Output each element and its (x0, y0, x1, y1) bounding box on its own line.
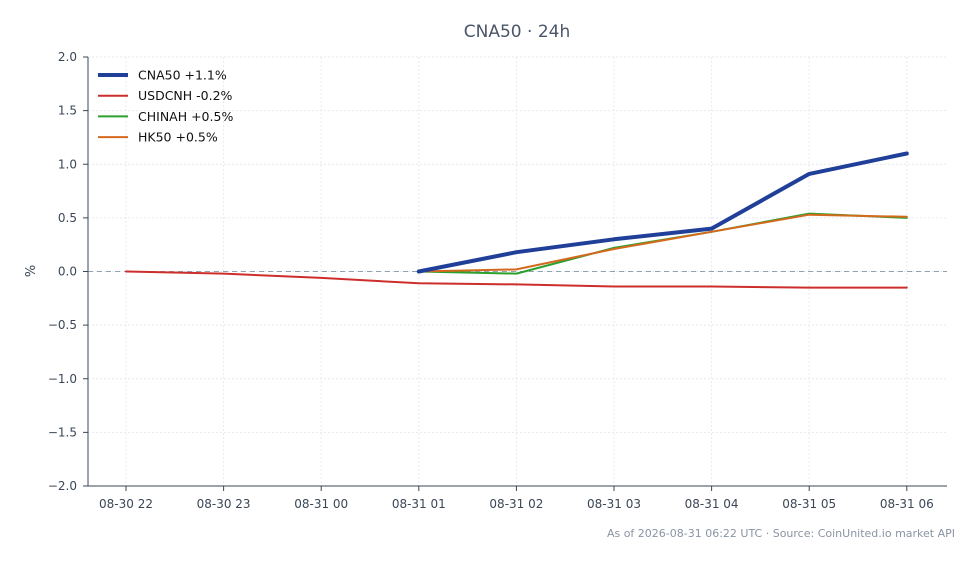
legend-label: CHINAH +0.5% (138, 109, 233, 124)
y-ticks: 2.0 1.5 1.0 0.5 0.0 −0.5 −1.0 −1.5 −2.0 (48, 50, 88, 493)
y-tick-label: 2.0 (58, 50, 77, 64)
legend-label: USDCNH -0.2% (138, 88, 233, 103)
series-line-usdcnh (125, 270, 908, 289)
x-tick-label: 08-31 00 (294, 497, 348, 511)
x-tick-label: 08-31 03 (587, 497, 641, 511)
x-tick-label: 08-31 02 (489, 497, 543, 511)
series-line-chinah (417, 212, 908, 275)
y-tick-label: −1.0 (48, 372, 77, 386)
y-tick-label: 1.5 (58, 104, 77, 118)
chart-title: CNA50 · 24h (464, 22, 570, 42)
legend-label: HK50 +0.5% (138, 130, 218, 145)
series-line-cna50 (416, 151, 909, 274)
y-tick-label: 0.5 (58, 211, 77, 225)
y-tick-label: −1.5 (48, 425, 77, 439)
x-tick-label: 08-30 23 (197, 497, 251, 511)
x-ticks: 08-30 22 08-30 23 08-31 00 08-31 01 08-31 02… (99, 486, 934, 511)
y-tick-label: −0.5 (48, 318, 77, 332)
legend-label: CNA50 +1.1% (138, 68, 227, 83)
y-tick-label: −2.0 (48, 479, 77, 493)
footer-source: As of 2026-08-31 06:22 UTC · Source: Coi… (607, 527, 955, 540)
y-axis-label: % (24, 265, 39, 277)
series-line-hk50 (417, 213, 908, 273)
x-tick-label: 08-31 05 (782, 497, 836, 511)
y-tick-label: 1.0 (58, 157, 77, 171)
grid (88, 56, 947, 487)
legend: CNA50 +1.1% USDCNH -0.2% CHINAH +0.5% HK50 … (98, 68, 233, 145)
y-tick-label: 0.0 (58, 265, 77, 279)
x-tick-label: 08-31 06 (880, 497, 934, 511)
x-tick-label: 08-30 22 (99, 497, 153, 511)
series-lines (125, 151, 909, 289)
x-tick-label: 08-31 01 (392, 497, 446, 511)
x-tick-label: 08-31 04 (685, 497, 739, 511)
